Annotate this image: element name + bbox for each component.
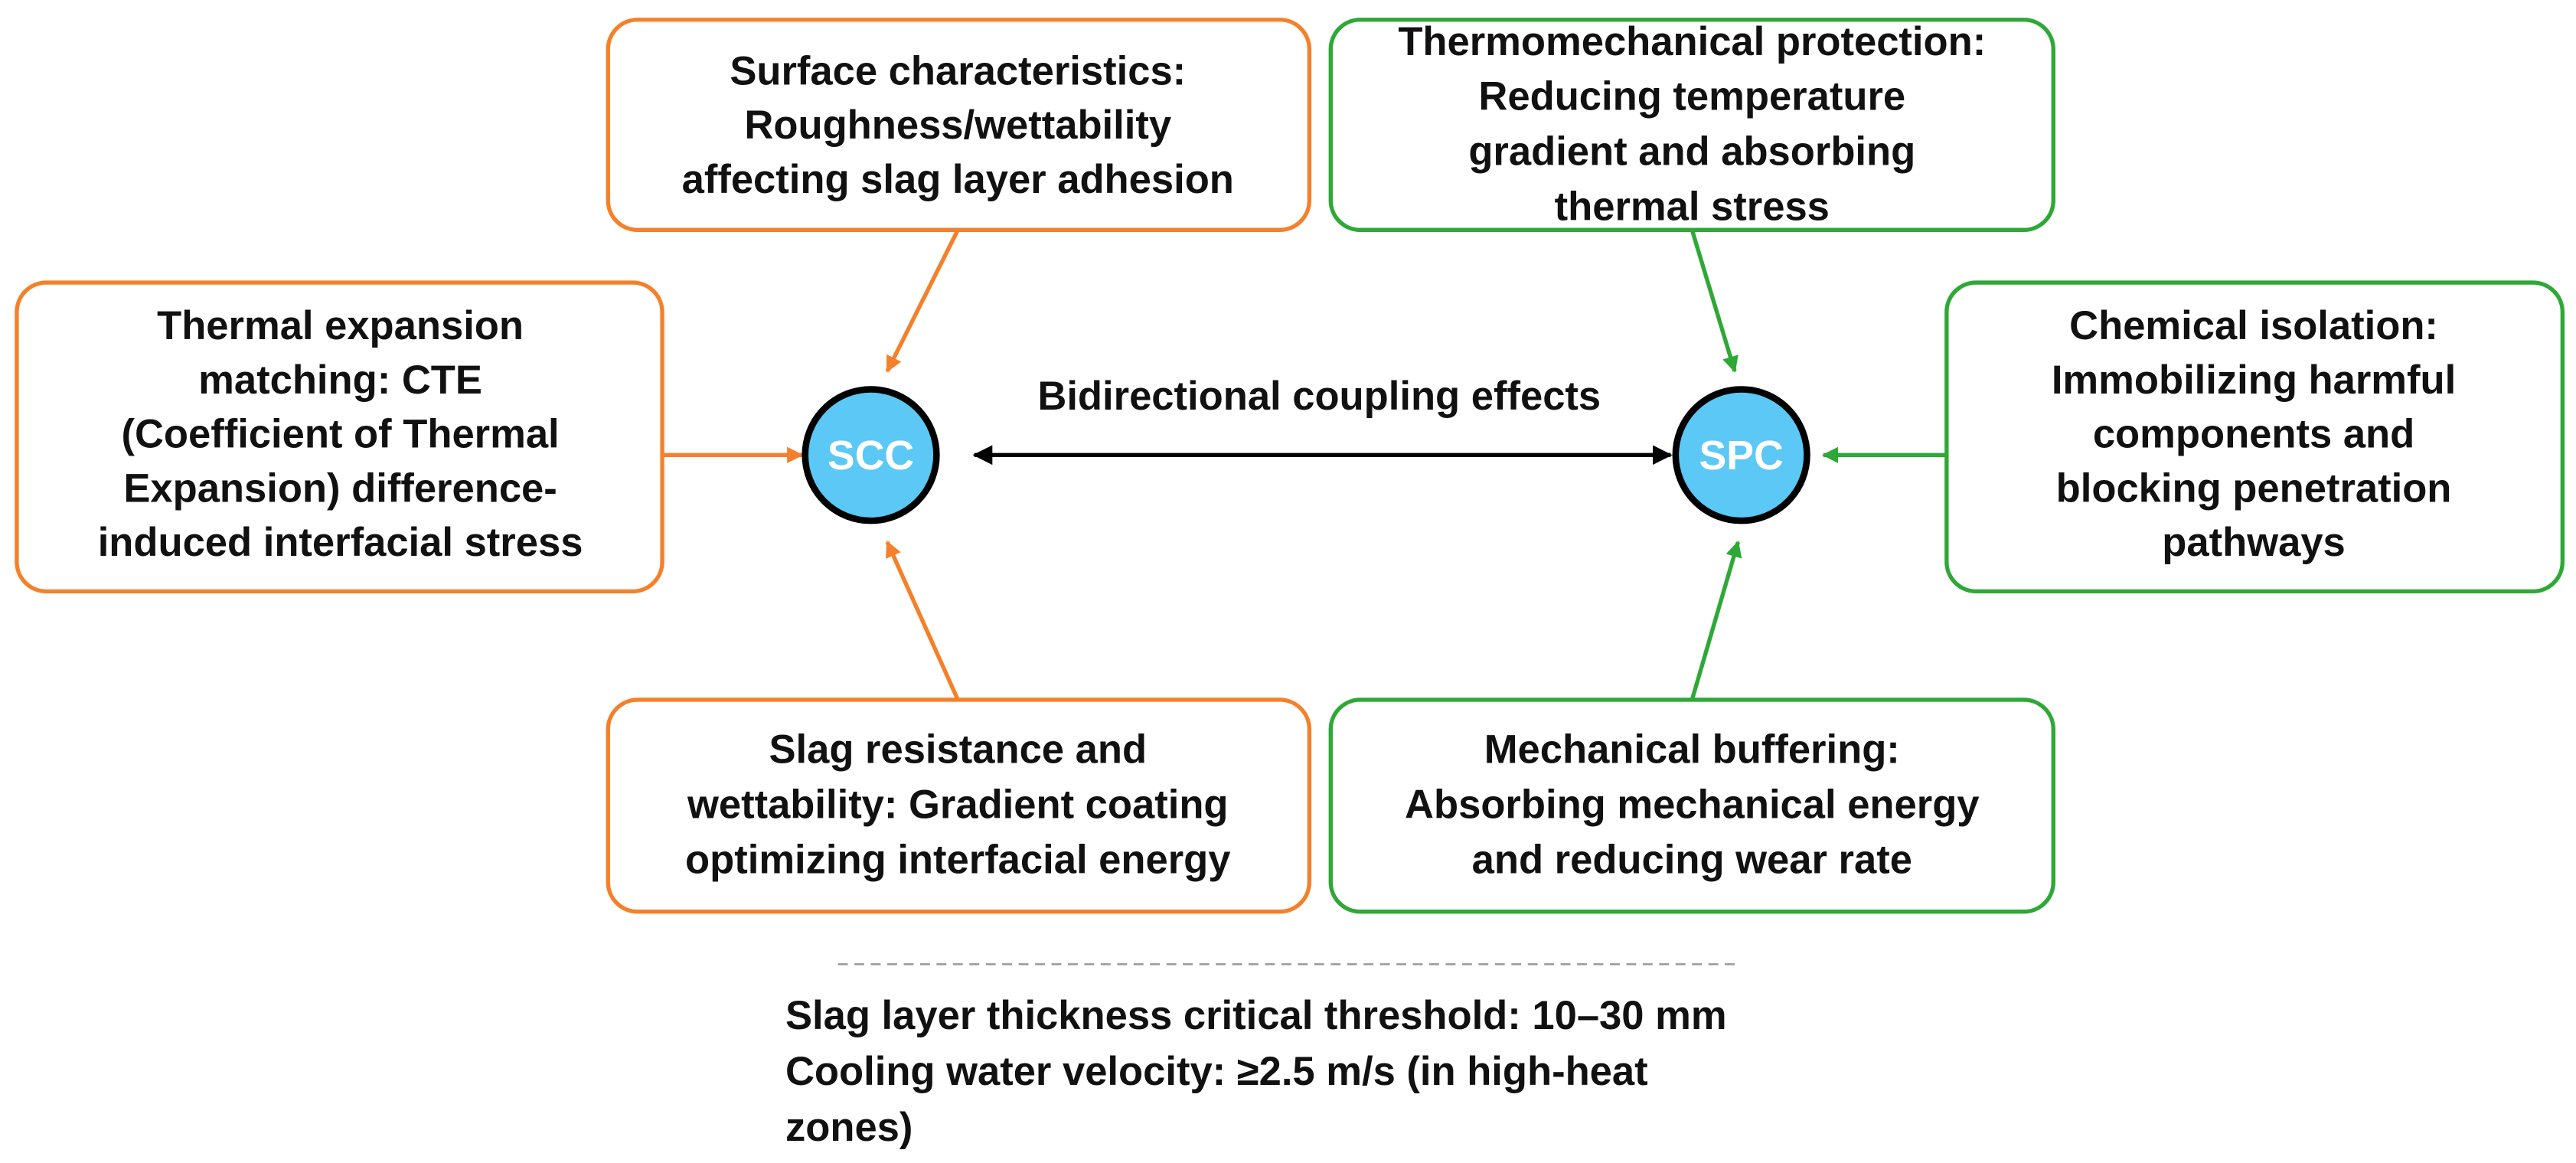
labels: Surface characteristics: Roughness/wettab… — [98, 19, 2457, 1150]
arrow — [1690, 540, 1742, 701]
arrow — [885, 229, 960, 373]
box-text: Slag resistance and — [769, 727, 1147, 773]
node-label: SPC — [1699, 433, 1784, 479]
box — [15, 280, 664, 594]
arrow — [885, 541, 960, 701]
box-text: components and — [2093, 412, 2414, 457]
box — [1944, 280, 2565, 594]
arrow — [1690, 229, 1739, 373]
box-text: gradient and absorbing — [1468, 129, 1915, 175]
node — [1672, 386, 1810, 524]
box — [606, 697, 1312, 914]
box-text: Surface characteristics: — [730, 48, 1186, 93]
box-text: thermal stress — [1555, 184, 1830, 229]
box-text: induced interfacial stress — [98, 520, 583, 565]
box-text: (Coefficient of Thermal — [121, 412, 559, 457]
box-text: and reducing wear rate — [1472, 837, 1912, 882]
box-text: Thermomechanical protection: — [1398, 19, 1986, 64]
box-text: blocking penetration — [2056, 466, 2452, 511]
box-text: Mechanical buffering: — [1484, 727, 1900, 773]
box-text: Expansion) difference- — [123, 466, 557, 511]
box-text: Reducing temperature — [1478, 74, 1905, 119]
node-label: SCC — [828, 433, 914, 479]
box-text: wettability: Gradient coating — [687, 782, 1229, 827]
box-text: Absorbing mechanical energy — [1405, 782, 1979, 827]
box-text: optimizing interfacial energy — [685, 837, 1230, 882]
node — [802, 386, 940, 524]
box-text: Chemical isolation: — [2069, 303, 2438, 348]
box-text: Roughness/wettability — [744, 103, 1171, 148]
note: Slag layer thickness critical threshold:… — [785, 993, 1727, 1038]
box — [606, 18, 1312, 233]
box-text: Thermal expansion — [157, 303, 524, 348]
box-text: Immobilizing harmful — [2052, 358, 2456, 403]
center-label: Bidirectional coupling effects — [1037, 374, 1601, 419]
note: zones) — [785, 1105, 913, 1150]
box-text: pathways — [2162, 520, 2345, 565]
box-text: matching: CTE — [198, 358, 482, 403]
box-text: affecting slag layer adhesion — [682, 157, 1234, 202]
note: Cooling water velocity: ≥2.5 m/s (in hig… — [785, 1049, 1648, 1094]
